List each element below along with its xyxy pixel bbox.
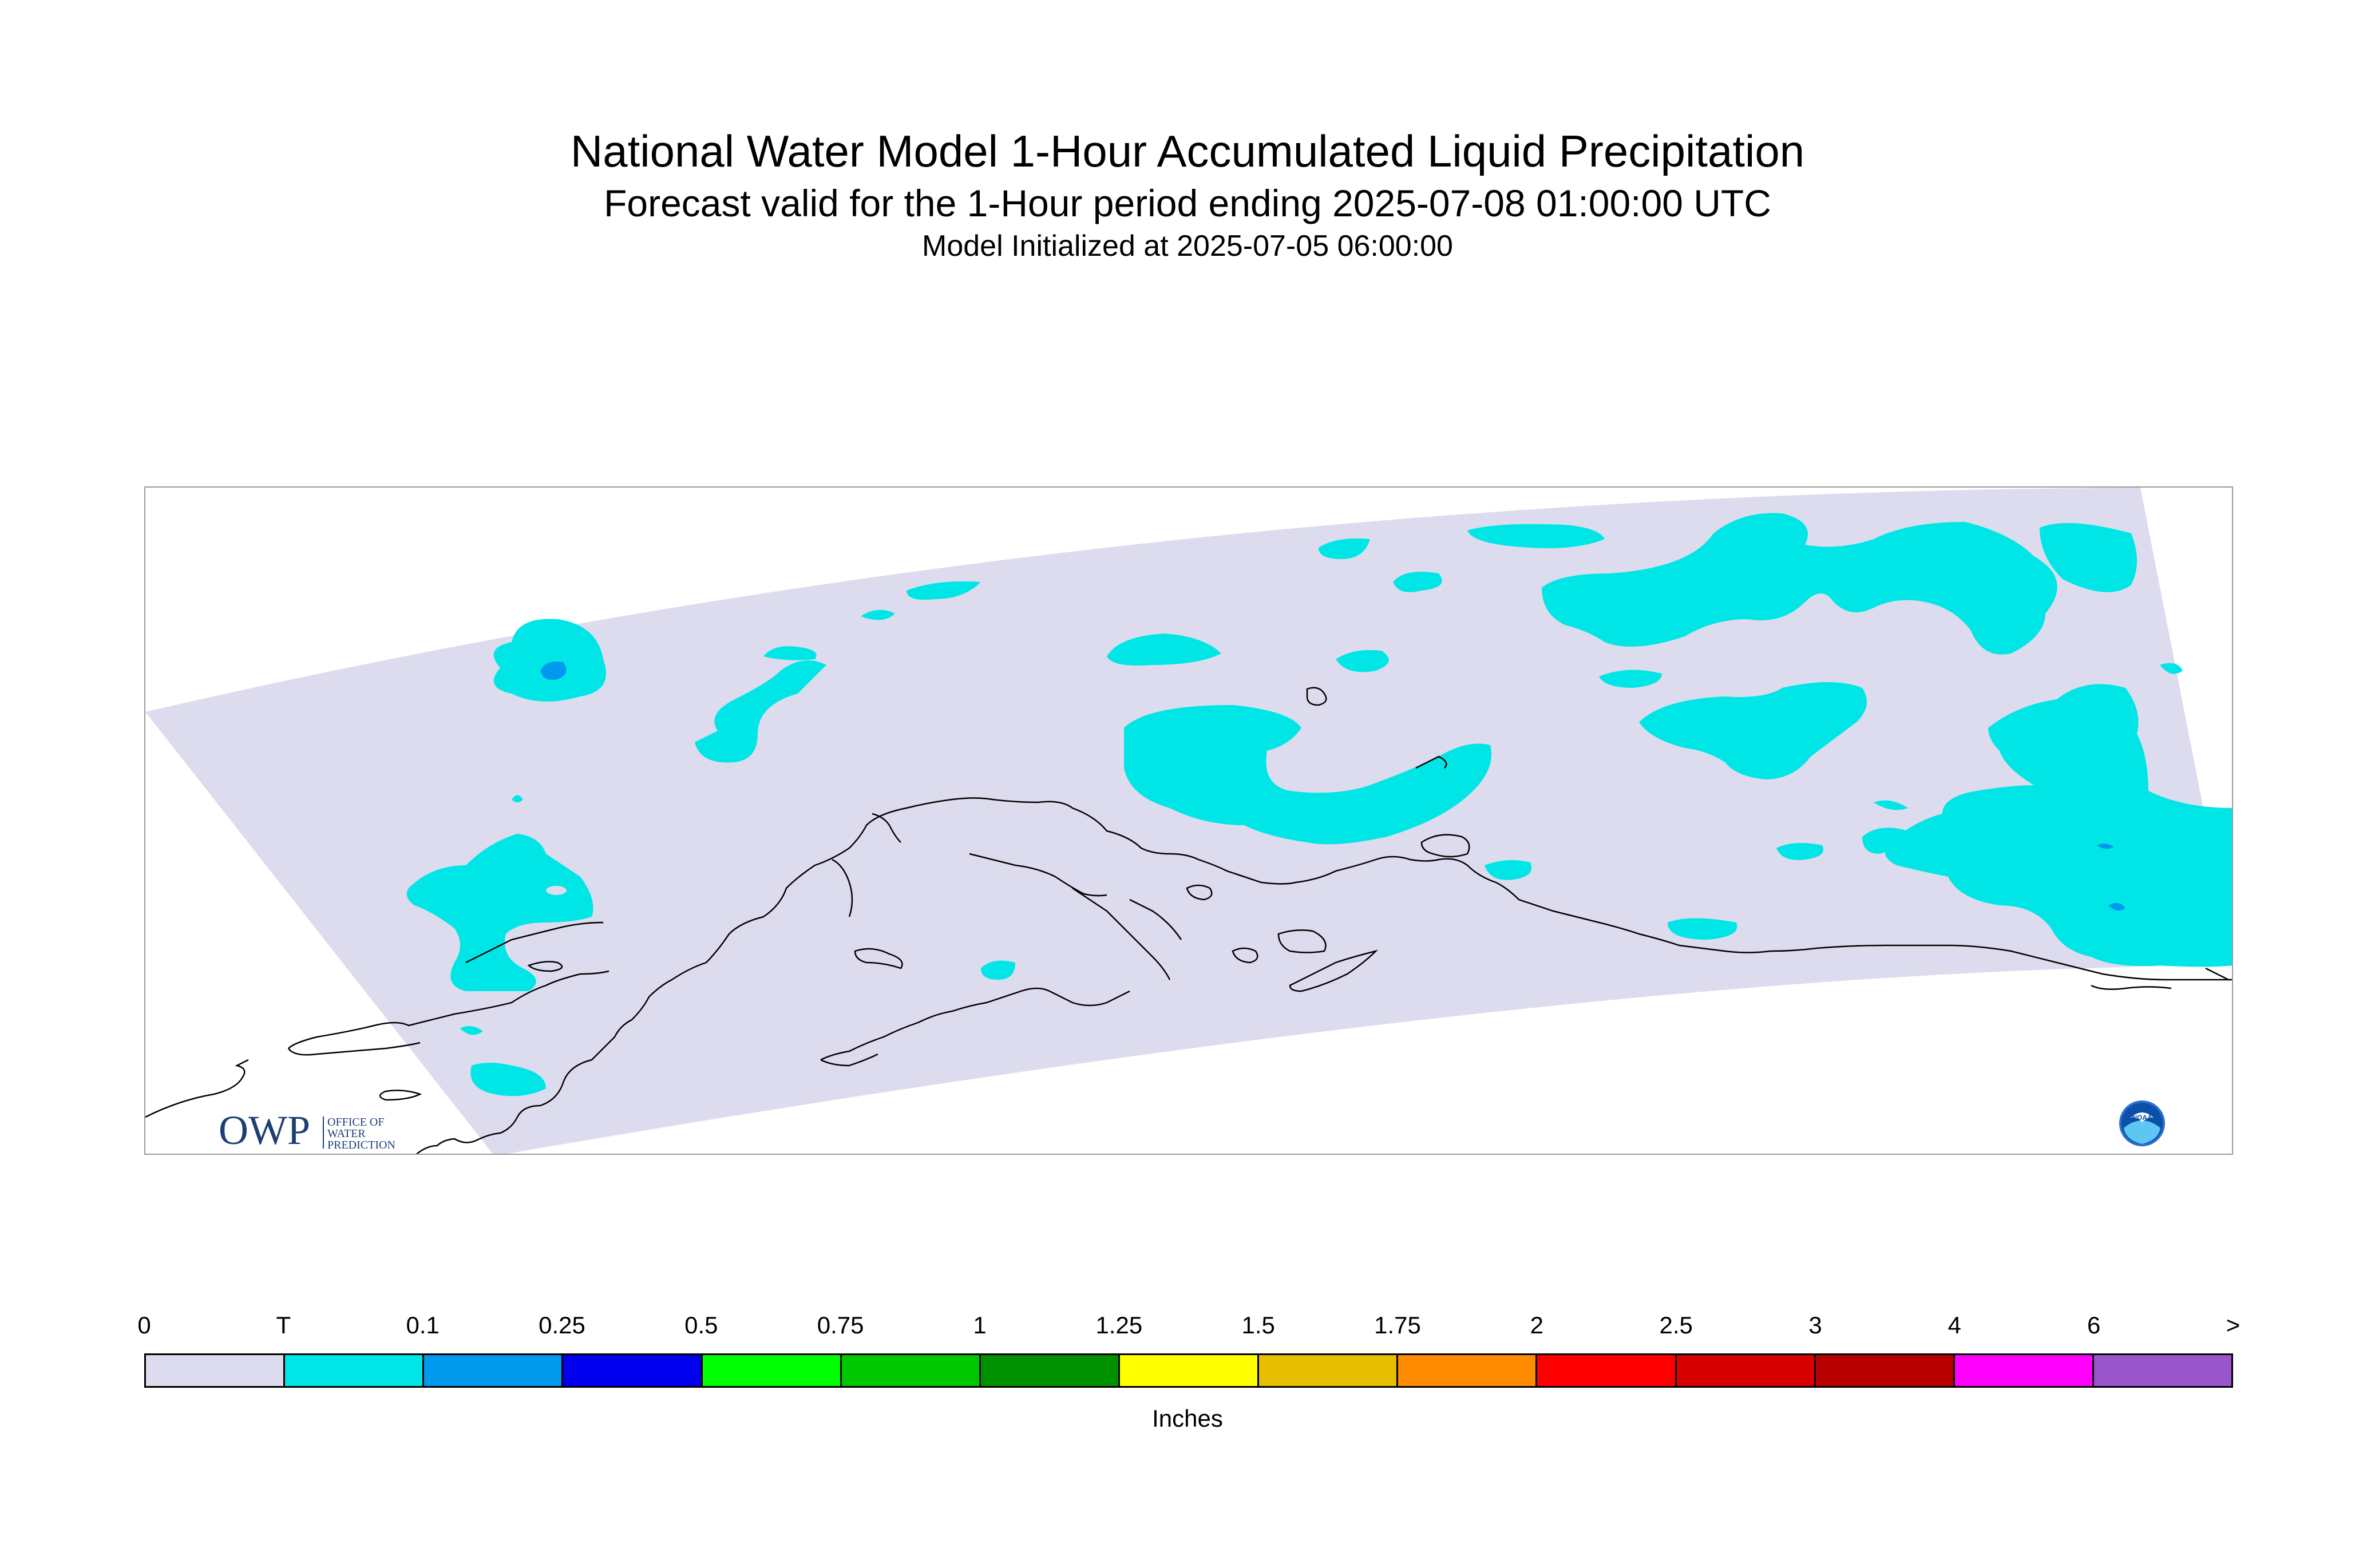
legend-labels: 0 T 0.1 0.25 0.5 0.75 1 1.25 1.5 1.75 2 2.5 3 4 6 >: [137, 1312, 2240, 1346]
precip-legend: [144, 1353, 2233, 1388]
owp-logo-icon: OWP OFFICE OF WATER PREDICTION: [219, 1107, 395, 1153]
legend-swatch: [1676, 1355, 1816, 1386]
legend-tick-label: 1.75: [1374, 1312, 1421, 1339]
noaa-logo-icon: NOAA: [2119, 1100, 2165, 1146]
legend-tick-label: 0.75: [817, 1312, 864, 1339]
precip-light-areas: [540, 662, 2125, 910]
legend-swatch: [1119, 1355, 1260, 1386]
legend-tick-label: 4: [1948, 1312, 1962, 1339]
legend-swatch: [841, 1355, 981, 1386]
owp-logo: OWP OFFICE OF WATER PREDICTION: [219, 1107, 413, 1154]
legend-tick-label: 0: [137, 1312, 151, 1339]
legend-swatch: [563, 1355, 703, 1386]
legend-tick-label: 1.25: [1095, 1312, 1143, 1339]
legend-tick-label: 0.5: [684, 1312, 718, 1339]
legend-tick-label: 1.5: [1241, 1312, 1275, 1339]
legend-swatch: [2093, 1355, 2232, 1386]
legend-swatch: [285, 1355, 425, 1386]
svg-text:NOAA: NOAA: [2132, 1114, 2152, 1122]
legend-tick-label: 6: [2087, 1312, 2101, 1339]
map-frame[interactable]: OWP OFFICE OF WATER PREDICTION NOAA: [144, 486, 2233, 1155]
western-clear-spot: [546, 886, 567, 895]
legend-tick-label: T: [276, 1312, 291, 1339]
legend-swatch: [1954, 1355, 2094, 1386]
legend-tick-label: 3: [1808, 1312, 1822, 1339]
svg-text:WATER: WATER: [327, 1127, 366, 1140]
map-subtitle: Forecast valid for the 1-Hour period end…: [604, 181, 1771, 224]
legend-swatch: [980, 1355, 1120, 1386]
title-block: National Water Model 1-Hour Accumulated …: [0, 126, 2375, 264]
svg-text:OFFICE OF: OFFICE OF: [327, 1116, 384, 1129]
legend-swatch: [1537, 1355, 1677, 1386]
legend-swatch: [1815, 1355, 1955, 1386]
legend-tick-label: 2: [1530, 1312, 1544, 1339]
legend-swatch: [702, 1355, 842, 1386]
model-init-time: Model Initialized at 2025-07-05 06:00:00: [922, 229, 1453, 263]
precipitation-map: [145, 488, 2232, 1154]
model-domain: [145, 488, 2232, 1154]
legend-tick-label: 2.5: [1659, 1312, 1693, 1339]
legend-swatch: [146, 1355, 286, 1386]
coastline: [145, 687, 2232, 1154]
legend-tick-label: 1: [973, 1312, 987, 1339]
legend-tick-label: 0.25: [539, 1312, 585, 1339]
legend-tick-label: 0.1: [406, 1312, 440, 1339]
map-title: National Water Model 1-Hour Accumulated …: [570, 126, 1805, 176]
legend-units: Inches: [1152, 1405, 1223, 1432]
svg-text:PREDICTION: PREDICTION: [327, 1139, 395, 1151]
legend-swatch: [1259, 1355, 1399, 1386]
legend-swatch: [424, 1355, 564, 1386]
noaa-logo: NOAA: [2118, 1099, 2166, 1150]
legend-tick-label: >: [2226, 1312, 2241, 1339]
legend-swatch: [1398, 1355, 1538, 1386]
svg-text:OWP: OWP: [219, 1108, 310, 1153]
precip-trace-areas: [406, 513, 2232, 1096]
